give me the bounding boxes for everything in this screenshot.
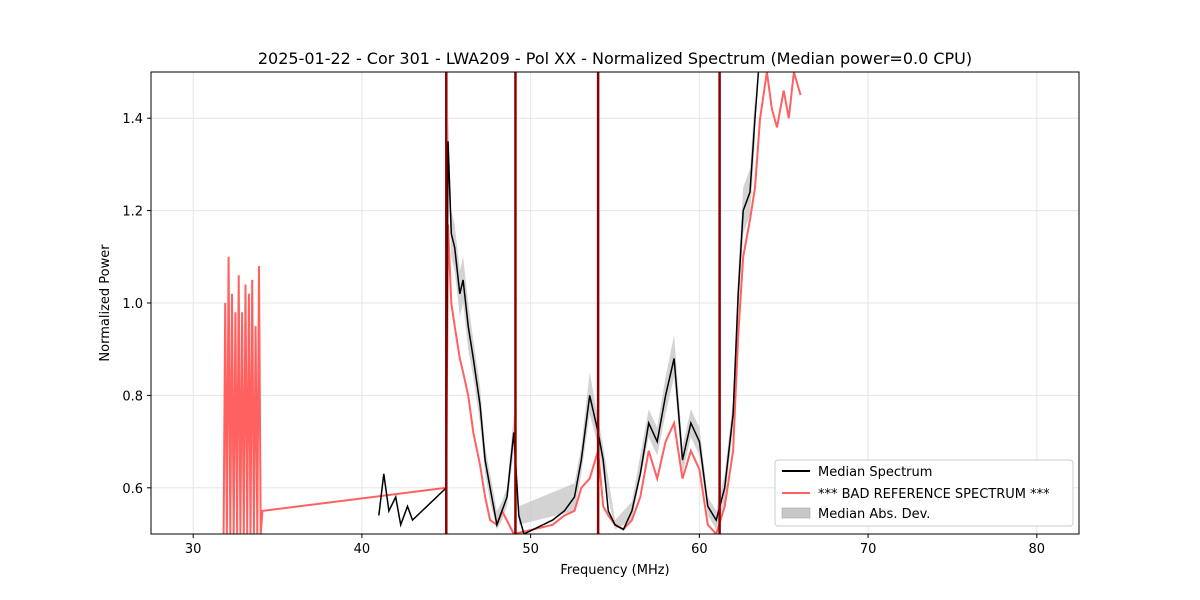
x-axis-title: Frequency (MHz) xyxy=(560,563,669,578)
plot-area xyxy=(222,72,802,534)
legend-label-mad: Median Abs. Dev. xyxy=(818,507,930,522)
series-median-spectrum xyxy=(378,72,760,534)
y-tick-label: 0.8 xyxy=(122,389,143,404)
ticks: 30 40 50 60 70 80 0.6 0.8 1.0 1.2 1.4 xyxy=(122,112,1045,557)
x-tick-label: 70 xyxy=(860,542,877,557)
legend: Median Spectrum *** BAD REFERENCE SPECTR… xyxy=(774,459,1074,527)
legend-swatch-mad xyxy=(781,507,811,519)
legend-label-reference: *** BAD REFERENCE SPECTRUM *** xyxy=(818,487,1050,502)
legend-frame xyxy=(774,459,1074,527)
y-tick-label: 1.0 xyxy=(122,297,143,312)
y-tick-label: 0.6 xyxy=(122,482,143,497)
x-tick-label: 60 xyxy=(691,542,708,557)
y-tick-label: 1.4 xyxy=(122,112,143,127)
chart-title: 2025-01-22 - Cor 301 - LWA209 - Pol XX -… xyxy=(258,49,972,68)
x-tick-label: 80 xyxy=(1029,542,1046,557)
x-tick-label: 40 xyxy=(354,542,371,557)
y-tick-label: 1.2 xyxy=(122,205,143,220)
legend-label-median: Median Spectrum xyxy=(818,465,932,480)
y-axis-title: Normalized Power xyxy=(98,244,113,362)
x-tick-label: 30 xyxy=(185,542,202,557)
x-tick-label: 50 xyxy=(522,542,539,557)
plot-content xyxy=(222,72,802,534)
